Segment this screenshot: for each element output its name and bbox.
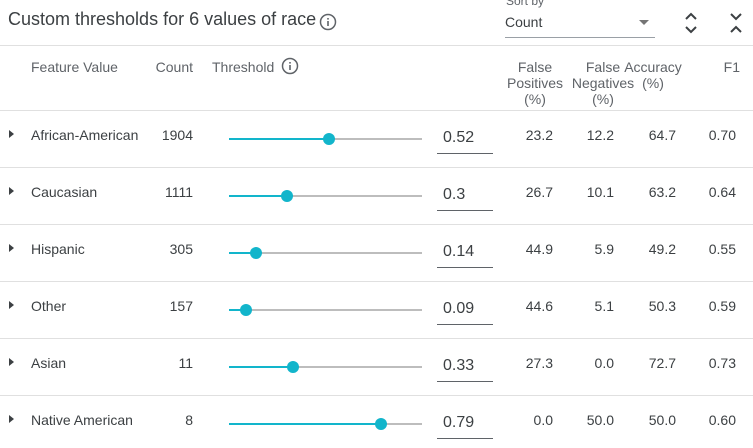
accuracy: 72.7 — [648, 355, 676, 371]
feature-value: Caucasian — [31, 184, 98, 200]
slider-fill — [229, 252, 257, 254]
column-header: False Negatives (%) — [571, 59, 635, 107]
count: 1904 — [161, 127, 193, 143]
slider-knob[interactable] — [250, 247, 263, 259]
sort-value: Count — [505, 14, 543, 30]
false-negatives: 5.9 — [594, 241, 614, 257]
threshold-input[interactable]: 0.33 — [437, 357, 493, 382]
expand-arrow[interactable] — [9, 187, 14, 195]
feature-value: Hispanic — [31, 241, 85, 257]
count: 8 — [185, 412, 193, 428]
info-icon[interactable] — [281, 57, 299, 75]
column-header: F1 — [723, 59, 740, 75]
slider-track[interactable] — [229, 309, 422, 311]
f1: 0.60 — [708, 412, 736, 428]
divider — [0, 167, 753, 168]
slider-fill — [229, 366, 293, 368]
false-positives: 26.7 — [525, 184, 553, 200]
column-header: False Positives (%) — [506, 59, 564, 107]
threshold-input[interactable]: 0.79 — [437, 414, 493, 439]
accuracy: 63.2 — [648, 184, 676, 200]
slider-knob[interactable] — [280, 190, 293, 202]
slider-fill — [229, 423, 382, 425]
collapse-icon[interactable] — [729, 12, 743, 34]
slider-knob[interactable] — [375, 418, 388, 430]
accuracy: 50.3 — [648, 298, 676, 314]
count: 157 — [169, 298, 193, 314]
false-positives: 23.2 — [525, 127, 553, 143]
threshold-input[interactable]: 0.3 — [437, 186, 493, 211]
dropdown-arrow — [639, 20, 649, 25]
divider — [0, 338, 753, 339]
divider — [0, 395, 753, 396]
column-header: Feature Value — [31, 59, 118, 75]
f1: 0.59 — [708, 298, 736, 314]
false-positives: 27.3 — [525, 355, 553, 371]
slider-track[interactable] — [229, 366, 422, 368]
column-header: Accuracy (%) — [624, 59, 682, 91]
slider-knob[interactable] — [286, 361, 299, 373]
divider — [0, 110, 753, 111]
slider-fill — [229, 309, 247, 311]
slider-track[interactable] — [229, 195, 422, 197]
sort-label: Sort by — [506, 0, 545, 8]
expand-arrow[interactable] — [9, 130, 14, 138]
false-negatives: 12.2 — [586, 127, 614, 143]
divider — [0, 224, 753, 225]
threshold-input[interactable]: 0.52 — [437, 129, 493, 154]
threshold-input[interactable]: 0.14 — [437, 243, 493, 268]
false-negatives: 50.0 — [586, 412, 614, 428]
slider-fill — [229, 138, 330, 140]
accuracy: 64.7 — [648, 127, 676, 143]
expand-arrow[interactable] — [9, 244, 14, 252]
divider — [0, 281, 753, 282]
expand-arrow[interactable] — [9, 301, 14, 309]
count: 11 — [178, 355, 193, 371]
threshold-input[interactable]: 0.09 — [437, 300, 493, 325]
info-icon[interactable] — [319, 13, 337, 31]
sort-direction-icon[interactable] — [684, 12, 698, 34]
false-negatives: 10.1 — [586, 184, 614, 200]
false-positives: 0.0 — [533, 412, 553, 428]
slider-track[interactable] — [229, 252, 422, 254]
slider-fill — [229, 195, 287, 197]
false-negatives: 0.0 — [594, 355, 614, 371]
expand-arrow[interactable] — [9, 358, 14, 366]
feature-value: African-American — [31, 127, 139, 143]
count: 305 — [169, 241, 193, 257]
feature-value: Asian — [31, 355, 67, 371]
f1: 0.70 — [708, 127, 736, 143]
accuracy: 49.2 — [648, 241, 676, 257]
column-header: Threshold — [212, 59, 275, 75]
feature-value: Native American — [31, 412, 133, 428]
f1: 0.64 — [708, 184, 736, 200]
panel-title: Custom thresholds for 6 values of race — [8, 9, 317, 29]
f1: 0.55 — [708, 241, 736, 257]
false-positives: 44.6 — [525, 298, 553, 314]
slider-knob[interactable] — [240, 304, 253, 316]
false-negatives: 5.1 — [594, 298, 614, 314]
f1: 0.73 — [708, 355, 736, 371]
sort-dropdown[interactable]: Count — [505, 14, 655, 38]
expand-arrow[interactable] — [9, 415, 14, 423]
divider — [0, 45, 753, 46]
column-header: Count — [155, 59, 193, 75]
accuracy: 50.0 — [648, 412, 676, 428]
count: 1111 — [164, 184, 193, 200]
false-positives: 44.9 — [525, 241, 553, 257]
slider-knob[interactable] — [323, 133, 336, 145]
feature-value: Other — [31, 298, 67, 314]
